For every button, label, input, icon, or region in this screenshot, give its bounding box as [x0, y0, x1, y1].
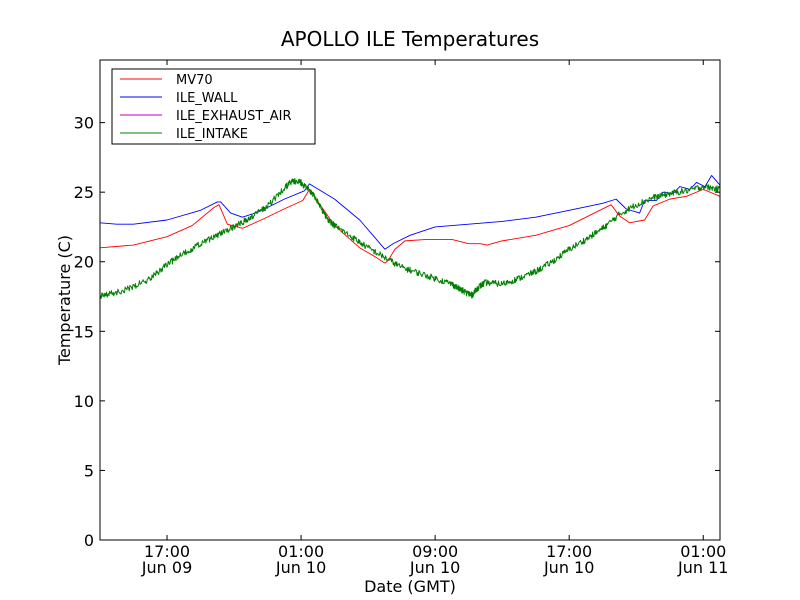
x-tick-label-time: 17:00	[546, 542, 592, 561]
x-tick-label-time: 17:00	[144, 542, 190, 561]
y-axis-label: Temperature (C)	[55, 235, 74, 366]
series-line-mv70	[99, 188, 721, 264]
legend-box	[111, 68, 316, 145]
x-tick-label-date: Jun 11	[677, 558, 728, 577]
y-tick-label: 20	[74, 253, 94, 272]
x-tick-label-time: 01:00	[680, 542, 726, 561]
x-tick-label-date: Jun 10	[275, 558, 326, 577]
x-tick-label-time: 01:00	[278, 542, 324, 561]
legend-label: MV70	[176, 73, 213, 88]
legend-label: ILE_WALL	[176, 91, 238, 106]
series-line-ile-intake	[99, 177, 721, 299]
legend-label: ILE_EXHAUST_AIR	[176, 109, 292, 124]
y-tick-label: 5	[84, 461, 94, 480]
x-axis-label: Date (GMT)	[364, 577, 456, 596]
legend-label: ILE_INTAKE	[176, 127, 248, 142]
plot-frame	[99, 59, 721, 541]
x-tick-label-date: Jun 10	[543, 558, 594, 577]
y-tick-label: 30	[74, 114, 94, 133]
series-layer	[99, 175, 721, 299]
x-tick-label-time: 09:00	[412, 542, 458, 561]
y-tick-label: 10	[74, 392, 94, 411]
y-tick-label: 25	[74, 183, 94, 202]
x-tick-label-date: Jun 10	[409, 558, 460, 577]
x-tick-label-date: Jun 09	[141, 558, 192, 577]
y-tick-label: 15	[74, 322, 94, 341]
chart-title: APOLLO ILE Temperatures	[281, 27, 539, 51]
legend: MV70 ILE_WALL ILE_EXHAUST_AIR ILE_INTAKE	[111, 68, 316, 145]
y-tick-label: 0	[84, 531, 94, 550]
